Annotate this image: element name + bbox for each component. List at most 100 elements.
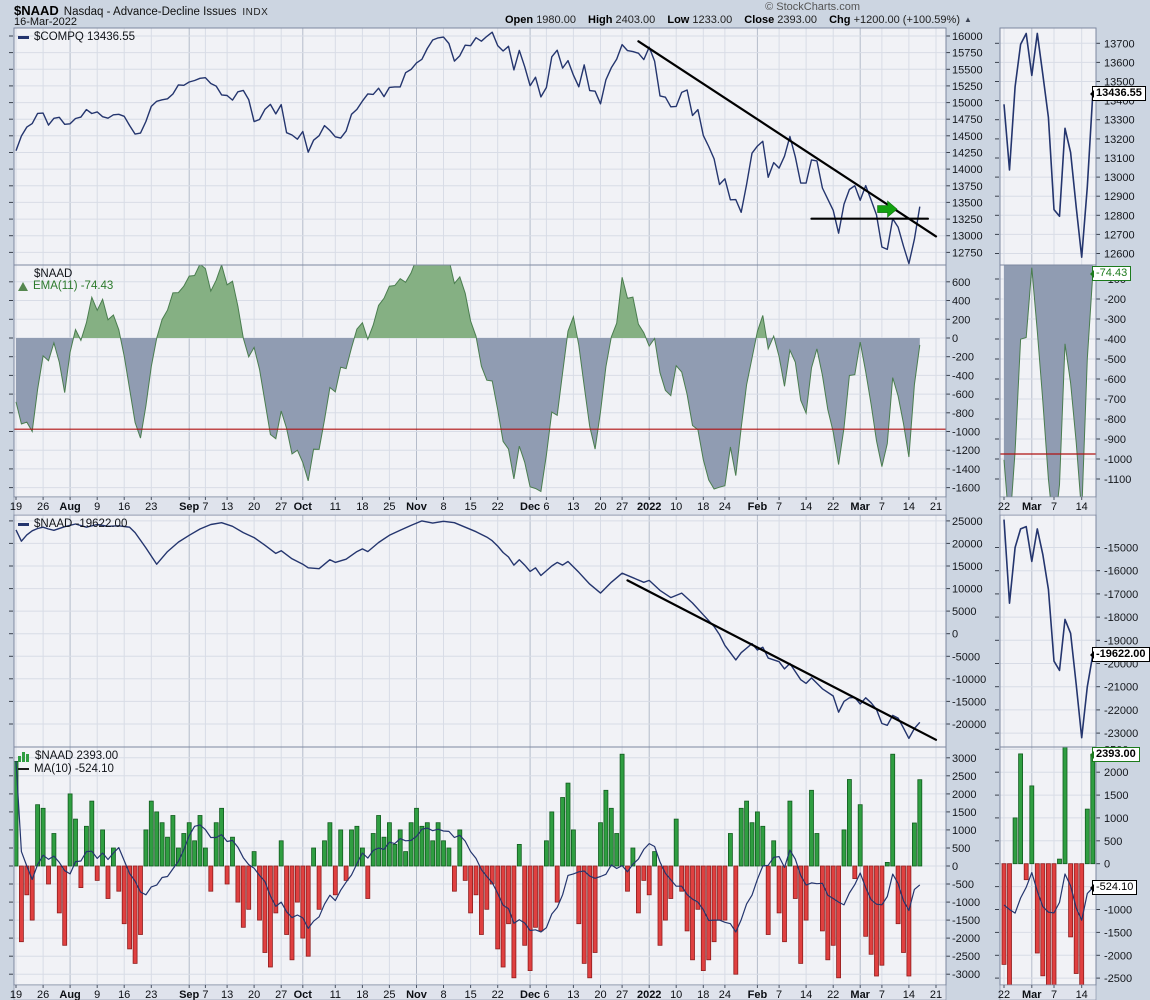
trendline-annotation xyxy=(626,579,938,741)
x-axis-label: Feb xyxy=(748,501,768,513)
x-axis-label: 6 xyxy=(543,989,549,1000)
y-axis-label: 3000 xyxy=(952,753,976,765)
legend-ma10: MA(10) -524.10 xyxy=(18,763,114,775)
y-axis-label: -15000 xyxy=(1104,543,1138,555)
y-axis-label: -17000 xyxy=(1104,589,1138,601)
y-axis-label: -500 xyxy=(952,879,974,891)
y-axis-label: 200 xyxy=(952,314,970,326)
y-axis-label: 20000 xyxy=(952,538,983,550)
x-axis-label: 21 xyxy=(930,501,942,513)
y-axis-label: -1100 xyxy=(1104,474,1131,486)
cumulative-last-value-callout: -19622.00 xyxy=(1090,647,1150,662)
x-axis-label: 21 xyxy=(930,989,942,1000)
y-axis-label: 15000 xyxy=(952,98,983,110)
series-ema11-line xyxy=(15,265,921,493)
x-axis-label: 11 xyxy=(330,989,341,1000)
y-axis-label: -1400 xyxy=(952,464,980,476)
x-axis-label: Aug xyxy=(59,501,80,513)
series-ema11-area-negative xyxy=(1004,265,1093,497)
low-label: Low xyxy=(667,14,690,26)
line-swatch-icon xyxy=(18,35,29,39)
y-axis-label: 15750 xyxy=(952,48,983,60)
legend-ema: EMA(11) -74.43 xyxy=(18,280,113,292)
y-axis-label: -21000 xyxy=(1104,682,1138,694)
x-axis-label: 13 xyxy=(567,501,579,513)
chg-label: Chg xyxy=(829,14,851,26)
series-naad_cum-line xyxy=(1003,519,1094,739)
x-axis-label: Nov xyxy=(406,989,428,1000)
x-axis-label: Nov xyxy=(406,501,428,513)
compq-last-price-callout: 13436.55 xyxy=(1090,86,1146,101)
y-axis-label: 15500 xyxy=(952,64,983,76)
x-axis-label: 26 xyxy=(37,501,49,513)
area-swatch-icon xyxy=(18,281,28,291)
x-axis-label: 9 xyxy=(94,501,100,513)
y-axis-label: -1500 xyxy=(1104,927,1132,939)
y-axis-label: -1000 xyxy=(952,897,980,909)
legend-naad-label: $NAAD xyxy=(34,268,73,280)
x-axis-label: 20 xyxy=(248,501,260,513)
x-axis-label: 11 xyxy=(330,501,341,513)
y-axis-label: -23000 xyxy=(1104,728,1138,740)
y-axis-label: 12700 xyxy=(1104,229,1135,241)
x-axis-label: 14 xyxy=(1076,501,1088,513)
x-axis-label: 22 xyxy=(827,501,839,513)
x-axis-label: 22 xyxy=(998,989,1010,1000)
symbol-name: Nasdaq - Advance-Decline Issues xyxy=(63,6,237,18)
y-axis-label: -2500 xyxy=(952,951,980,963)
legend-ma10-label: MA(10) -524.10 xyxy=(34,763,114,775)
x-axis-strip-inset: 22 Mar 7 14 xyxy=(998,496,1097,516)
low-value: 1233.00 xyxy=(692,14,733,26)
x-axis-strip-inset: 22 Mar 7 14 xyxy=(998,984,1097,1000)
y-axis-label: 500 xyxy=(1104,836,1122,848)
x-axis-label: 14 xyxy=(903,501,915,513)
y-axis-label: -500 xyxy=(1104,354,1126,366)
y-axis-label: 13300 xyxy=(1104,115,1135,127)
legend-ema-label: EMA(11) -74.43 xyxy=(33,280,114,292)
close-value: 2393.00 xyxy=(777,14,818,26)
x-axis-label: 25 xyxy=(383,989,395,1000)
y-axis-label: 14500 xyxy=(952,131,983,143)
panel-p3: -20000 -15000 -10000 -5000 0 5000 10000 15000 20… xyxy=(9,514,986,748)
y-axis-label: 14250 xyxy=(952,148,983,160)
breakout-arrow-annotation xyxy=(877,200,898,218)
x-axis-label: 18 xyxy=(356,989,368,1000)
series-compq-line xyxy=(15,31,921,265)
panel-i3: -23000-22000-21000-20000-19000-18000-170… xyxy=(995,514,1138,748)
y-axis-label: 1000 xyxy=(952,825,976,837)
y-axis-label: 0 xyxy=(952,629,958,641)
x-axis-label: 7 xyxy=(776,989,782,1000)
y-axis-label: -5000 xyxy=(952,651,980,663)
y-axis-label: 14750 xyxy=(952,114,983,126)
y-axis-label: 2000 xyxy=(1104,767,1128,779)
x-axis-label: 20 xyxy=(248,989,260,1000)
x-axis-label: 7 xyxy=(1051,501,1057,513)
x-axis-label: 18 xyxy=(356,501,368,513)
x-axis-label: 10 xyxy=(670,989,682,1000)
x-axis-label: 2022 xyxy=(637,501,661,513)
y-axis-label: -2000 xyxy=(1104,950,1132,962)
y-axis-label: 2000 xyxy=(952,789,976,801)
y-axis-label: -600 xyxy=(952,389,974,401)
x-axis-label: 13 xyxy=(221,989,233,1000)
y-axis-label: -1200 xyxy=(952,445,980,457)
y-axis-label: -1600 xyxy=(952,483,980,495)
x-axis-label: 10 xyxy=(670,501,682,513)
symbol-label: $NAAD xyxy=(14,3,59,18)
x-axis-label: 14 xyxy=(903,989,915,1000)
x-axis-label: Oct xyxy=(294,989,313,1000)
exchange-label: INDX xyxy=(242,7,269,18)
x-axis-label: 27 xyxy=(616,501,628,513)
y-axis-label: 600 xyxy=(952,277,970,289)
quote-bar: Open 1980.00 High 2403.00 Low 1233.00 Cl… xyxy=(505,14,972,26)
y-axis-label: -900 xyxy=(1104,434,1126,446)
y-axis-label: -300 xyxy=(1104,314,1126,326)
y-axis-label: 12750 xyxy=(952,247,983,259)
x-axis-label: Mar xyxy=(850,989,870,1000)
y-axis-label: -2500 xyxy=(1104,973,1132,985)
y-axis-label: 15000 xyxy=(952,561,983,573)
x-axis-label: Aug xyxy=(59,989,80,1000)
y-axis-label: -400 xyxy=(952,370,974,382)
x-axis-label: Sep xyxy=(179,501,199,513)
